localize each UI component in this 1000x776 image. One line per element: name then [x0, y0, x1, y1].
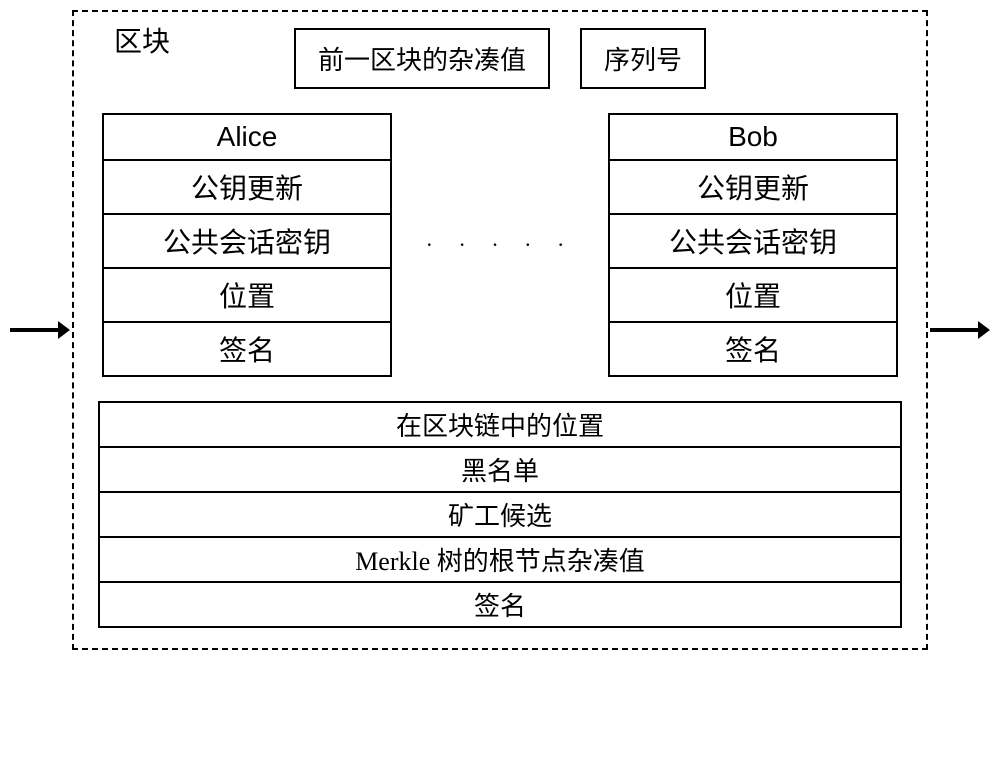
user-row-pubkey: 公钥更新	[102, 161, 392, 215]
block-diagram: 区块 前一区块的杂凑值 序列号 Alice 公钥更新 公共会话密钥 位置 签名 …	[10, 10, 990, 650]
arrow-in	[10, 315, 70, 345]
user-block-alice: Alice 公钥更新 公共会话密钥 位置 签名	[102, 113, 392, 377]
user-name-alice: Alice	[102, 113, 392, 161]
user-row-position: 位置	[608, 269, 898, 323]
merkle-suffix: 树的根节点杂凑值	[430, 547, 645, 576]
block-container: 区块 前一区块的杂凑值 序列号 Alice 公钥更新 公共会话密钥 位置 签名 …	[72, 10, 928, 650]
user-row-sessionkey: 公共会话密钥	[608, 215, 898, 269]
user-row-pubkey: 公钥更新	[608, 161, 898, 215]
user-block-bob: Bob 公钥更新 公共会话密钥 位置 签名	[608, 113, 898, 377]
user-row-signature: 签名	[102, 323, 392, 377]
block-header-row: 前一区块的杂凑值 序列号	[98, 28, 902, 89]
block-title: 区块	[114, 20, 170, 60]
footer-merkle-root: Merkle 树的根节点杂凑值	[98, 538, 902, 583]
prev-hash-box: 前一区块的杂凑值	[294, 28, 550, 89]
user-blocks-row: Alice 公钥更新 公共会话密钥 位置 签名 · · · · · Bob 公钥…	[98, 113, 902, 377]
footer-blacklist: 黑名单	[98, 448, 902, 493]
user-row-position: 位置	[102, 269, 392, 323]
sequence-box: 序列号	[580, 28, 706, 89]
footer-position-chain: 在区块链中的位置	[98, 401, 902, 448]
footer-table: 在区块链中的位置 黑名单 矿工候选 Merkle 树的根节点杂凑值 签名	[98, 401, 902, 628]
user-row-sessionkey: 公共会话密钥	[102, 215, 392, 269]
merkle-prefix: Merkle	[355, 547, 430, 576]
arrow-out	[930, 315, 990, 345]
footer-signature: 签名	[98, 583, 902, 628]
user-row-signature: 签名	[608, 323, 898, 377]
user-name-bob: Bob	[608, 113, 898, 161]
footer-miner: 矿工候选	[98, 493, 902, 538]
ellipsis: · · · · ·	[420, 232, 581, 258]
